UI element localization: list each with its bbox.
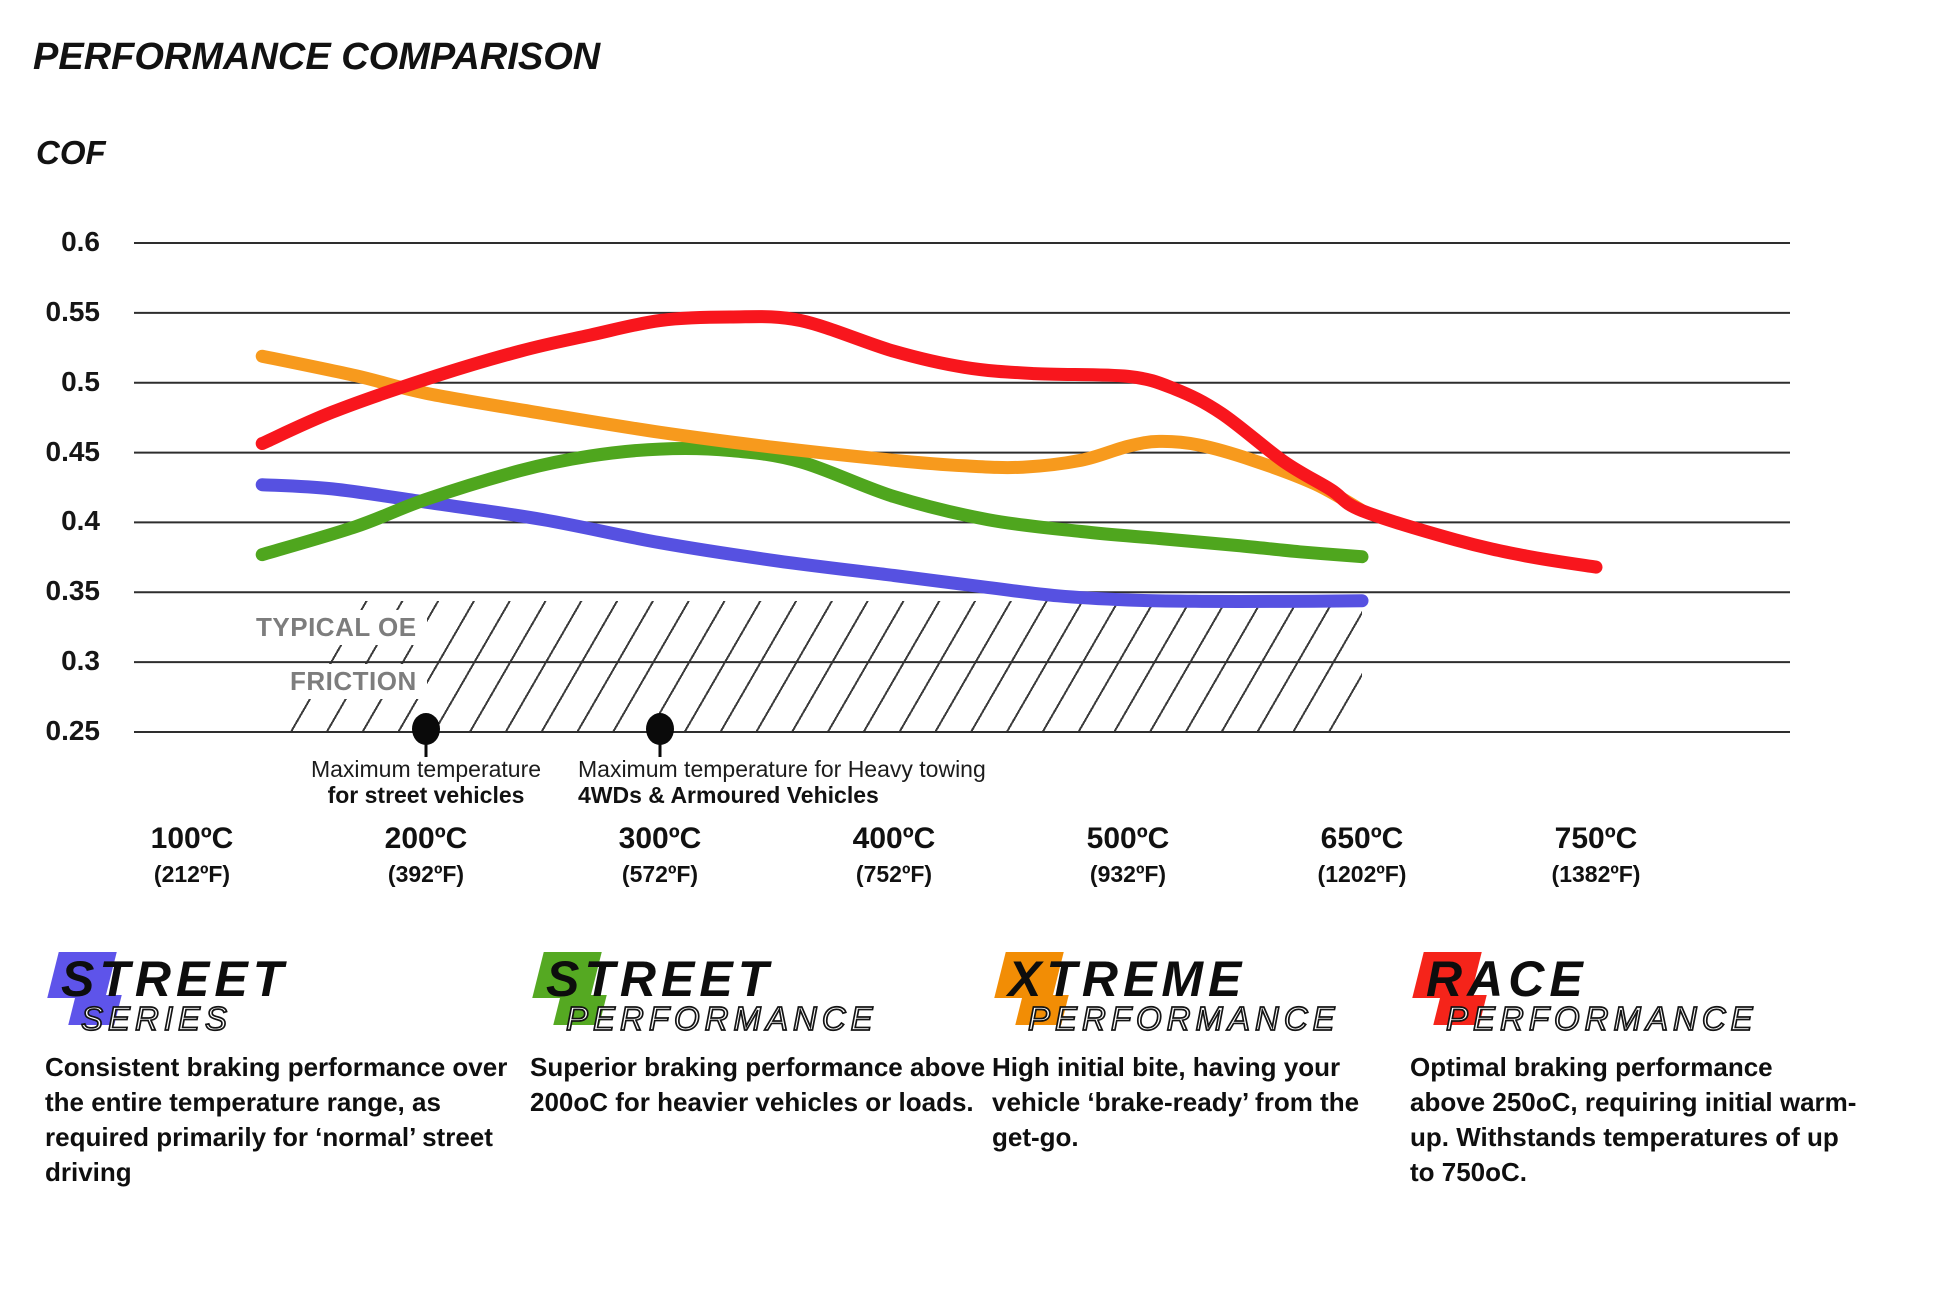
x-tick-fahrenheit: (932ºF) — [1089, 861, 1167, 887]
x-axis-tick-label: 650ºC (1202ºF) — [1272, 822, 1452, 888]
logo-word-main: RACE — [1426, 951, 1588, 1007]
page-title: PERFORMANCE COMPARISON — [33, 36, 601, 78]
description-line: Consistent braking performance over — [45, 1052, 508, 1082]
y-axis-tick-label: 0.6 — [61, 226, 100, 257]
annotation-max-temp-street: Maximum temperature for street vehicles — [226, 756, 626, 808]
race-performance-logo: RACE PERFORMANCE — [1410, 950, 1930, 1042]
description-line: required primarily for ‘normal’ street — [45, 1122, 493, 1152]
x-tick-celsius: 650ºC — [1320, 822, 1404, 855]
y-axis-tick-label: 0.25 — [45, 715, 101, 746]
legend-description: Optimal braking performance above 250oC, … — [1410, 1050, 1930, 1190]
logo-word-main: XTREME — [1008, 951, 1247, 1007]
logo-word-main: STREET — [61, 951, 289, 1007]
annotation-text-bold: 4WDs & Armoured Vehicles — [578, 782, 879, 808]
x-tick-celsius: 500ºC — [1086, 822, 1170, 855]
curve-race-performance — [255, 310, 1603, 574]
legend-description: High initial bite, having your vehicle ‘b… — [992, 1050, 1462, 1155]
legend-description: Consistent braking performance over the e… — [45, 1050, 515, 1190]
legend-street-series: STREET SERIES Consistent braking perform… — [45, 950, 515, 1190]
y-axis-tick-label: 0.4 — [61, 505, 100, 537]
legend-race-performance: RACE PERFORMANCE Optimal braking perform… — [1410, 950, 1930, 1190]
description-line: vehicle ‘brake-ready’ from the — [992, 1087, 1360, 1117]
description-line: the entire temperature range, as — [45, 1087, 441, 1117]
x-tick-fahrenheit: (572ºF) — [621, 861, 699, 887]
description-line: Superior braking performance above — [530, 1052, 986, 1082]
oe-friction-label-line2: FRICTION — [280, 664, 427, 699]
legend-street-performance: STREET PERFORMANCE Superior braking perf… — [530, 950, 1000, 1120]
logo-word-sub: SERIES — [80, 999, 233, 1038]
description-line: 200oC for heavier vehicles or loads. — [530, 1087, 974, 1117]
description-line: above 250oC, requiring initial warm- — [1410, 1087, 1857, 1117]
curve-street-performance — [255, 442, 1369, 564]
x-axis-tick-label: 200ºC (392ºF) — [336, 822, 516, 888]
logo-word-main: STREET — [546, 951, 774, 1007]
annotation-text: Maximum temperature for Heavy towing — [578, 756, 986, 782]
description-line: to 750oC. — [1410, 1157, 1528, 1187]
x-axis-tick-label: 750ºC (1382ºF) — [1506, 822, 1686, 888]
description-line: up. Withstands temperatures of up — [1410, 1122, 1839, 1152]
x-axis-tick-label: 100ºC (212ºF) — [102, 822, 282, 888]
legend-description: Superior braking performance above 200oC … — [530, 1050, 1000, 1120]
description-line: driving — [45, 1157, 132, 1187]
legend-xtreme-performance: XTREME PERFORMANCE High initial bite, ha… — [992, 950, 1462, 1155]
xtreme-performance-logo: XTREME PERFORMANCE — [992, 950, 1462, 1042]
y-axis-tick-label: 0.5 — [61, 365, 100, 397]
x-axis-tick-label: 500ºC (932ºF) — [1038, 822, 1218, 888]
max-temp-marker-dot — [412, 713, 440, 745]
y-axis-title: COF — [36, 134, 106, 171]
description-line: Optimal braking performance — [1410, 1052, 1773, 1082]
max-temp-marker-dot — [646, 713, 674, 745]
x-axis-tick-label: 400ºC (752ºF) — [804, 822, 984, 888]
logo-word-sub: PERFORMANCE — [565, 999, 878, 1038]
x-tick-fahrenheit: (1382ºF) — [1551, 861, 1641, 887]
x-tick-celsius: 300ºC — [618, 822, 702, 855]
x-tick-celsius: 750ºC — [1554, 822, 1638, 855]
curve-xtreme-performance — [255, 349, 1369, 518]
x-tick-fahrenheit: (392ºF) — [387, 861, 465, 887]
street-series-logo: STREET SERIES — [45, 950, 515, 1042]
x-tick-fahrenheit: (1202ºF) — [1317, 861, 1407, 887]
logo-word-sub: PERFORMANCE — [1445, 999, 1758, 1038]
y-axis-tick-label: 0.3 — [61, 645, 100, 677]
oe-friction-hatch-region — [258, 601, 1362, 732]
x-tick-fahrenheit: (752ºF) — [855, 861, 933, 887]
x-axis-tick-label: 300ºC (572ºF) — [570, 822, 750, 888]
description-line: get-go. — [992, 1122, 1079, 1152]
description-line: High initial bite, having your — [992, 1052, 1341, 1082]
annotation-max-temp-heavy-towing: Maximum temperature for Heavy towing 4WD… — [578, 756, 1038, 808]
street-performance-logo: STREET PERFORMANCE — [530, 950, 1000, 1042]
y-axis-tick-label: 0.35 — [45, 575, 101, 607]
y-axis-tick-label: 0.45 — [45, 435, 101, 467]
annotation-text-bold: for street vehicles — [327, 782, 525, 808]
y-axis-tick-label: 0.55 — [45, 295, 101, 327]
logo-word-sub: PERFORMANCE — [1027, 999, 1340, 1038]
x-tick-celsius: 100ºC — [150, 822, 234, 855]
annotation-text: Maximum temperature — [310, 756, 542, 782]
x-tick-celsius: 400ºC — [852, 822, 936, 855]
x-tick-fahrenheit: (212ºF) — [153, 861, 231, 887]
x-tick-celsius: 200ºC — [384, 822, 468, 855]
oe-friction-label-line1: TYPICAL OE — [246, 610, 427, 645]
